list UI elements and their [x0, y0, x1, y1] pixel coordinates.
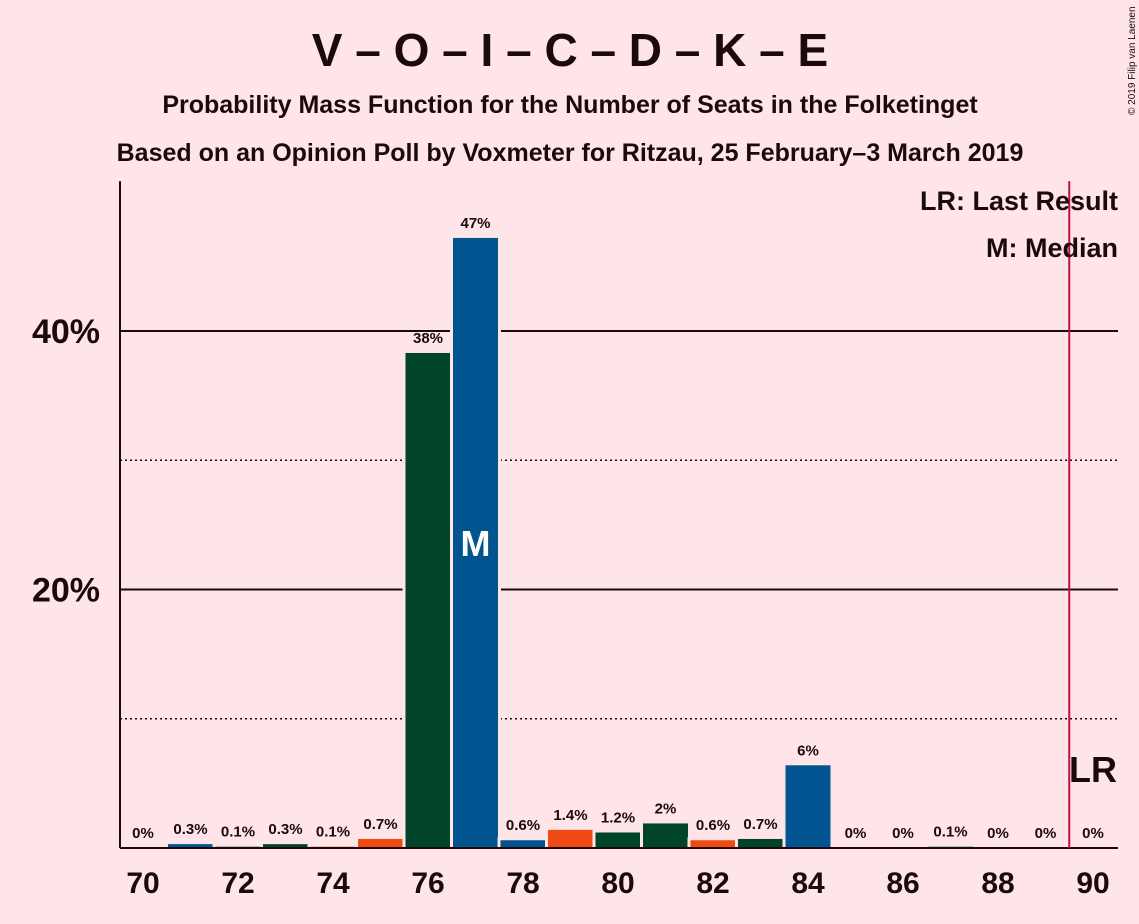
data-label-seat-89: 0% [1035, 825, 1057, 842]
bar-seat-83 [738, 838, 783, 848]
y-tick-label-20: 20% [32, 572, 100, 610]
data-label-seat-79: 1.4% [553, 807, 587, 824]
bar-gap-72 [212, 843, 264, 848]
x-tick-label-78: 78 [506, 867, 539, 900]
bar-seat-81 [643, 823, 688, 848]
data-label-seat-75: 0.7% [363, 816, 397, 833]
y-axis-ticks: 20% 40% [32, 313, 100, 610]
data-label-seat-88: 0% [987, 825, 1009, 842]
x-tick-label-82: 82 [696, 867, 729, 900]
bar-gap-74 [307, 843, 359, 848]
data-label-seat-74: 0.1% [316, 824, 350, 841]
x-tick-label-80: 80 [601, 867, 634, 900]
data-label-seat-72: 0.1% [221, 824, 255, 841]
data-label-seat-73: 0.3% [268, 821, 302, 838]
bar-seat-80 [595, 832, 641, 848]
x-tick-label-90: 90 [1076, 867, 1109, 900]
data-label-seat-83: 0.7% [743, 816, 777, 833]
bar-seat-78 [500, 840, 546, 848]
last-result-marker: LR [1069, 749, 1117, 790]
data-label-seat-87: 0.1% [933, 824, 967, 841]
y-tick-label-40: 40% [32, 313, 100, 351]
copyright-text: © 2019 Filip van Laenen [1127, 6, 1138, 115]
x-tick-label-74: 74 [316, 867, 350, 900]
chart-subtitle-2: Based on an Opinion Poll by Voxmeter for… [117, 139, 1024, 167]
bars [165, 234, 976, 848]
chart-subtitle-1: Probability Mass Function for the Number… [162, 91, 978, 119]
gridlines [120, 330, 1118, 720]
x-axis-ticks: 70 72 74 76 78 80 82 84 86 88 90 [126, 867, 1109, 900]
bar-seat-75 [358, 838, 403, 848]
bar-seat-76 [405, 352, 451, 848]
data-label-seat-71: 0.3% [173, 821, 207, 838]
bar-seat-79 [548, 829, 593, 848]
bar-seat-77 [453, 237, 498, 848]
data-label-seat-80: 1.2% [601, 809, 635, 826]
data-label-seat-70: 0% [132, 825, 154, 842]
data-label-seat-78: 0.6% [506, 817, 540, 834]
x-tick-label-84: 84 [791, 867, 825, 900]
legend-last-result: LR: Last Result [920, 186, 1118, 216]
data-label-seat-90: 0% [1082, 825, 1104, 842]
median-marker: M [461, 523, 491, 564]
x-tick-label-76: 76 [411, 867, 444, 900]
bar-seat-71 [168, 844, 213, 848]
data-label-seat-84: 6% [797, 742, 819, 759]
chart-title: V – O – I – C – D – K – E [312, 24, 828, 76]
x-tick-label-88: 88 [981, 867, 1014, 900]
data-labels: 0% 0.3% 0.1% 0.3% 0.1% 0.7% 38% 47% 0.6% 1.4% 1.2%… [132, 215, 1104, 842]
bar-seat-84 [785, 765, 831, 848]
data-label-seat-85: 0% [845, 825, 867, 842]
bar-gap-87 [925, 843, 976, 848]
data-label-seat-77: 47% [460, 215, 490, 232]
data-label-seat-81: 2% [655, 800, 677, 817]
data-label-seat-86: 0% [892, 825, 914, 842]
legend-median: M: Median [986, 233, 1118, 263]
data-label-seat-76: 38% [413, 330, 443, 347]
bar-seat-82 [690, 840, 736, 848]
x-tick-label-70: 70 [126, 867, 159, 900]
bar-seat-73 [263, 844, 308, 848]
x-tick-label-72: 72 [221, 867, 254, 900]
data-label-seat-82: 0.6% [696, 817, 730, 834]
x-tick-label-86: 86 [886, 867, 919, 900]
